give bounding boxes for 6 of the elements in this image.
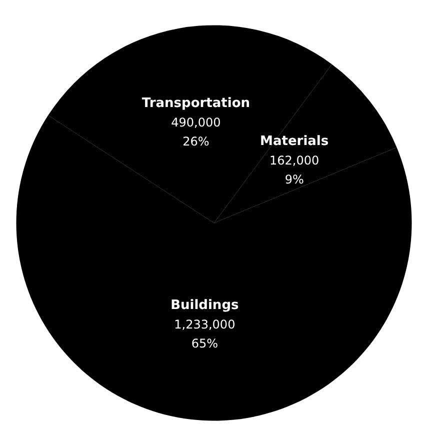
slice-label: Transportation [142,96,250,112]
data-label: 490,000 26% [171,116,221,149]
data-label: 162,000 9% [270,153,320,186]
data-label: 1,233,000 65% [174,317,236,350]
slice-label: Buildings [170,298,239,313]
slice-label: Materials [260,134,329,149]
